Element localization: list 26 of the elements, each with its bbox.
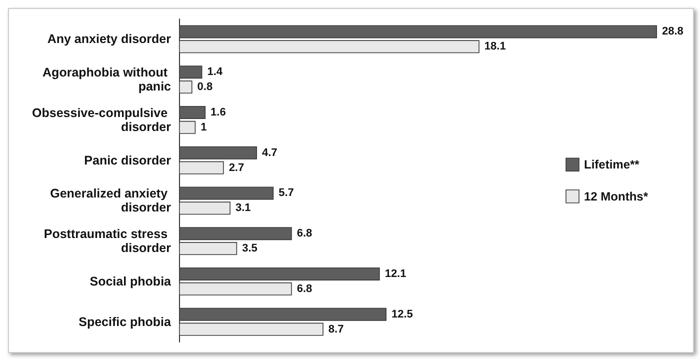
y-tick-label: Posttraumatic stress disorder (44, 227, 172, 256)
data-label: 2.7 (228, 162, 244, 174)
y-tick-label: Social phobia (90, 274, 172, 288)
data-label: 1 (200, 121, 207, 134)
y-tick-label: Obsessive-compulsive disorder (32, 106, 172, 134)
data-label: 18.1 (484, 40, 506, 53)
data-label: 5.7 (278, 187, 294, 200)
data-label: 6.8 (296, 228, 312, 240)
data-label: 12.5 (391, 308, 413, 320)
legend-label: 12 Months* (584, 189, 648, 204)
y-tick-label: Specific phobia (78, 314, 172, 329)
y-tick-label: Panic disorder (84, 153, 172, 168)
y-tick-label: Agoraphobia without panic (42, 66, 172, 94)
data-label: 3.1 (235, 202, 251, 214)
data-label: 4.7 (262, 146, 278, 159)
data-label: 28.8 (662, 26, 684, 38)
legend-label: Lifetime** (584, 158, 640, 172)
data-label: 3.5 (242, 242, 258, 255)
data-label: 1.4 (207, 66, 224, 78)
data-label: 8.7 (328, 323, 344, 336)
data-label: 1.6 (210, 106, 226, 118)
y-tick-label: Any anxiety disorder (47, 32, 172, 46)
data-label: 0.8 (197, 81, 213, 94)
y-tick-label: Generalized anxiety disorder (50, 186, 172, 215)
data-label: 6.8 (296, 282, 312, 295)
data-label: 12.1 (384, 268, 406, 280)
